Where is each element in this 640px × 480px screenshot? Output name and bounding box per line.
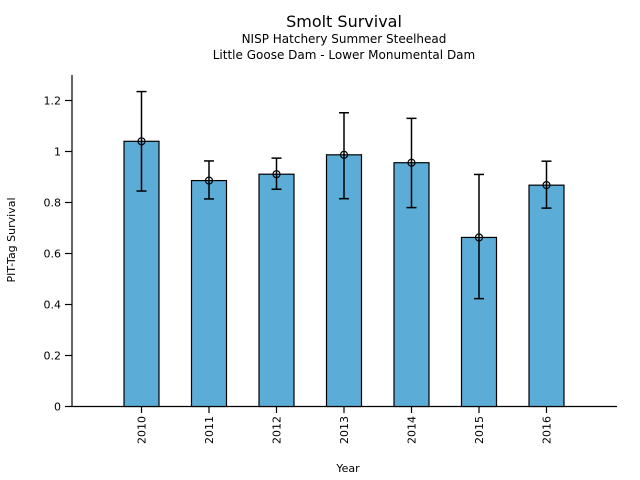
plot-area: 0 0.2 0.4 0.6 0.8 1 1.2 2010 2011 2012 2013 2014 201… <box>44 75 617 444</box>
x-tick-label: 2016 <box>540 416 553 444</box>
y-tick-label: 0.2 <box>44 350 62 363</box>
data-point-marker <box>204 176 214 185</box>
data-point-marker <box>542 181 551 190</box>
x-tick-label: 2015 <box>473 416 486 444</box>
data-point-marker <box>407 158 416 167</box>
y-axis-label: PIT-Tag Survival <box>5 197 18 282</box>
y-tick-label: 1 <box>54 146 61 159</box>
x-tick-label: 2010 <box>135 416 148 444</box>
x-tick-label: 2011 <box>203 416 216 444</box>
y-tick-label: 0.8 <box>44 197 62 210</box>
y-tick-label: 1.2 <box>44 95 62 108</box>
x-tick-label: 2012 <box>270 416 283 444</box>
data-point-marker <box>272 170 281 179</box>
y-tick-label: 0 <box>54 401 61 414</box>
bar <box>528 184 565 408</box>
x-tick-label: 2013 <box>338 416 351 444</box>
data-point-marker <box>137 137 146 146</box>
bar <box>258 173 295 408</box>
y-tick-label: 0.4 <box>44 299 62 312</box>
data-point-marker <box>339 150 349 159</box>
chart-subtitle-line2: Little Goose Dam - Lower Monumental Dam <box>213 48 475 62</box>
x-axis-label: Year <box>335 462 360 475</box>
data-point-marker <box>474 233 484 242</box>
y-tick-label: 0.6 <box>44 248 62 261</box>
x-tick-label: 2014 <box>405 416 418 444</box>
chart-subtitle-line1: NISP Hatchery Summer Steelhead <box>242 32 447 46</box>
bar <box>190 179 228 408</box>
chart-title: Smolt Survival <box>286 12 402 31</box>
